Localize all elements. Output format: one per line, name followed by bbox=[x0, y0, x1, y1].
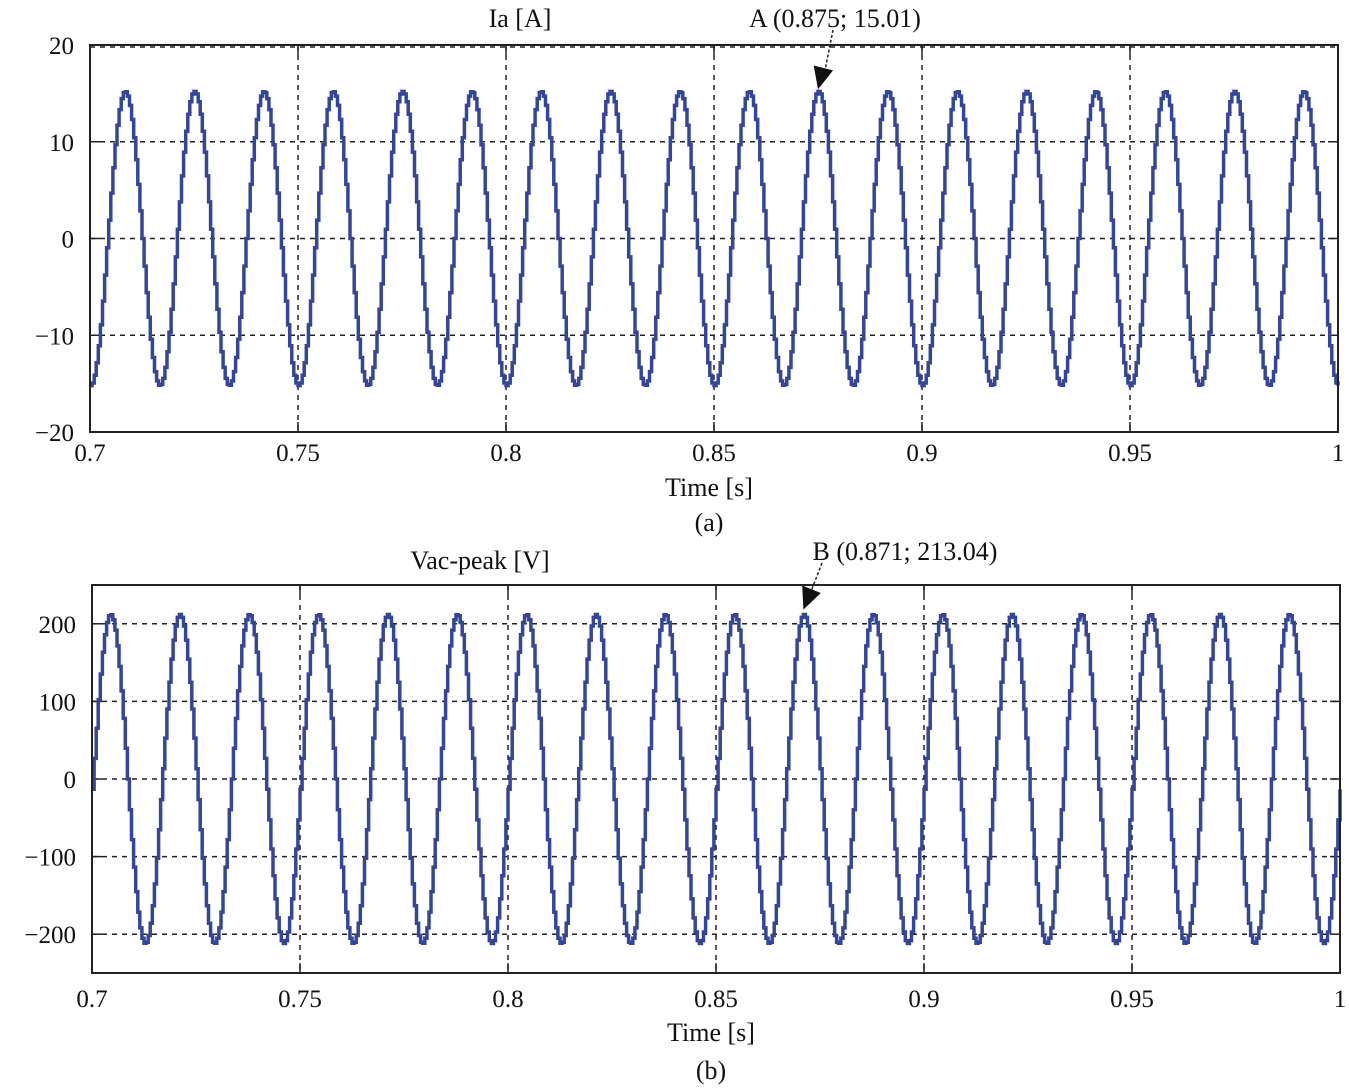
y-tick-label: −20 bbox=[35, 420, 74, 447]
x-tick-label: 0.75 bbox=[278, 986, 322, 1013]
x-axis-label: Time [s] bbox=[665, 473, 753, 502]
plot-frame bbox=[89, 44, 1339, 433]
series-line bbox=[92, 612, 1342, 946]
annotation-arrowhead-icon bbox=[802, 585, 821, 610]
x-tick-label: 0.85 bbox=[694, 986, 738, 1013]
x-tick-label: 1 bbox=[1334, 986, 1347, 1013]
subplot-b: 0.7 0.75 0.8 0.85 0.9 0.95 1 200 100 0 −100 −200 Vac… bbox=[24, 537, 1346, 1085]
x-tick-label: 0.75 bbox=[276, 440, 320, 467]
x-tick-label: 0.95 bbox=[1110, 986, 1154, 1013]
plot-frame bbox=[91, 584, 1341, 974]
x-tick-label: 0.9 bbox=[908, 986, 939, 1013]
subplot-caption: (b) bbox=[696, 1056, 726, 1085]
x-tick-label: 0.95 bbox=[1108, 440, 1152, 467]
y-tick-label: 20 bbox=[49, 33, 74, 60]
annotation-arrow-line bbox=[808, 562, 823, 596]
x-tick-label: 0.85 bbox=[692, 440, 736, 467]
subplot-a: 0.7 0.75 0.8 0.85 0.9 0.95 1 20 10 0 −10 −20 Ia [A] T… bbox=[35, 4, 1344, 537]
x-tick-label: 0.8 bbox=[492, 986, 523, 1013]
y-tick-label: 10 bbox=[49, 130, 74, 157]
annotation-label: B (0.871; 213.04) bbox=[813, 537, 998, 566]
y-tick-label: −100 bbox=[24, 845, 76, 872]
y-tick-label: 100 bbox=[39, 689, 77, 716]
x-tick-label: 0.8 bbox=[490, 440, 521, 467]
plot-title: Vac-peak [V] bbox=[410, 546, 549, 575]
x-tick-label: 0.9 bbox=[906, 440, 937, 467]
annotation-arrow-line bbox=[823, 29, 834, 76]
x-tick-label: 1 bbox=[1332, 440, 1345, 467]
subplot-caption: (a) bbox=[695, 508, 724, 537]
plot-title: Ia [A] bbox=[489, 4, 552, 33]
x-axis-label: Time [s] bbox=[667, 1018, 755, 1047]
annotation-arrowhead-icon bbox=[813, 65, 834, 90]
y-tick-label: −10 bbox=[35, 323, 74, 350]
x-tick-label: 0.7 bbox=[76, 986, 107, 1013]
x-tick-label: 0.7 bbox=[74, 440, 105, 467]
y-tick-label: −200 bbox=[24, 922, 76, 949]
y-tick-label: 0 bbox=[64, 767, 77, 794]
y-tick-label: 0 bbox=[62, 227, 75, 254]
annotation-label: A (0.875; 15.01) bbox=[749, 4, 921, 33]
y-tick-label: 200 bbox=[39, 612, 77, 639]
series-line bbox=[90, 89, 1340, 388]
